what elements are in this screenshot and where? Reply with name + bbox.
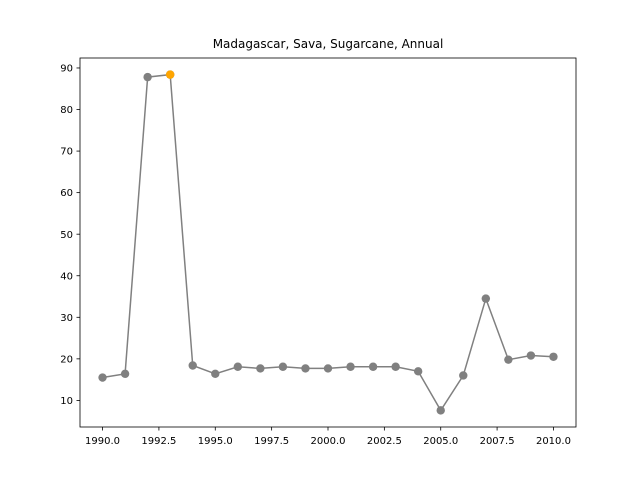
y-tick-label: 60 [60,188,73,199]
chart-title: Madagascar, Sava, Sugarcane, Annual [213,37,444,51]
y-tick-label: 40 [60,271,73,282]
data-point [120,369,130,379]
data-point [211,369,220,379]
x-tick-label: 1995.0 [198,436,233,447]
x-tick-label: 2002.5 [367,436,402,447]
data-point [481,294,491,303]
data-point [346,362,355,371]
y-tick-label: 10 [60,396,73,407]
data-point [256,364,265,373]
data-point [391,362,400,371]
y-axis: 10 20 30 40 50 60 70 80 90 [60,64,80,407]
y-tick-label: 80 [60,105,73,116]
plot-area-frame [79,57,577,428]
y-tick-label: 90 [60,64,73,75]
data-point [368,362,378,371]
y-tick-label: 50 [60,230,73,241]
y-tick-label: 20 [60,354,73,365]
x-tick-label: 2000.0 [311,436,346,447]
data-point [504,355,513,364]
data-point [143,72,152,82]
data-point [413,367,423,376]
x-tick-label: 1997.5 [254,436,289,447]
data-point [436,406,445,415]
x-tick-label: 1992.5 [141,436,176,447]
y-tick-label: 30 [60,313,73,324]
series-line [102,73,554,412]
data-point [301,364,310,373]
data-point [459,371,468,380]
x-tick-label: 2007.5 [480,436,515,447]
data-point [526,351,536,360]
data-point [233,362,243,371]
x-tick-label: 2010.0 [536,436,571,447]
x-axis: 1990.0 1992.5 1995.0 1997.5 2000.0 2002.5 2005… [85,427,571,447]
x-tick-label: 2005.0 [423,436,458,447]
data-point [278,362,288,371]
x-tick-label: 1990.0 [85,436,120,447]
data-point [549,352,558,361]
data-point [323,364,333,373]
highlighted-data-point [165,70,175,79]
y-tick-label: 70 [60,147,73,158]
data-point [188,361,197,370]
series-layer [98,70,558,415]
data-point [98,373,107,382]
